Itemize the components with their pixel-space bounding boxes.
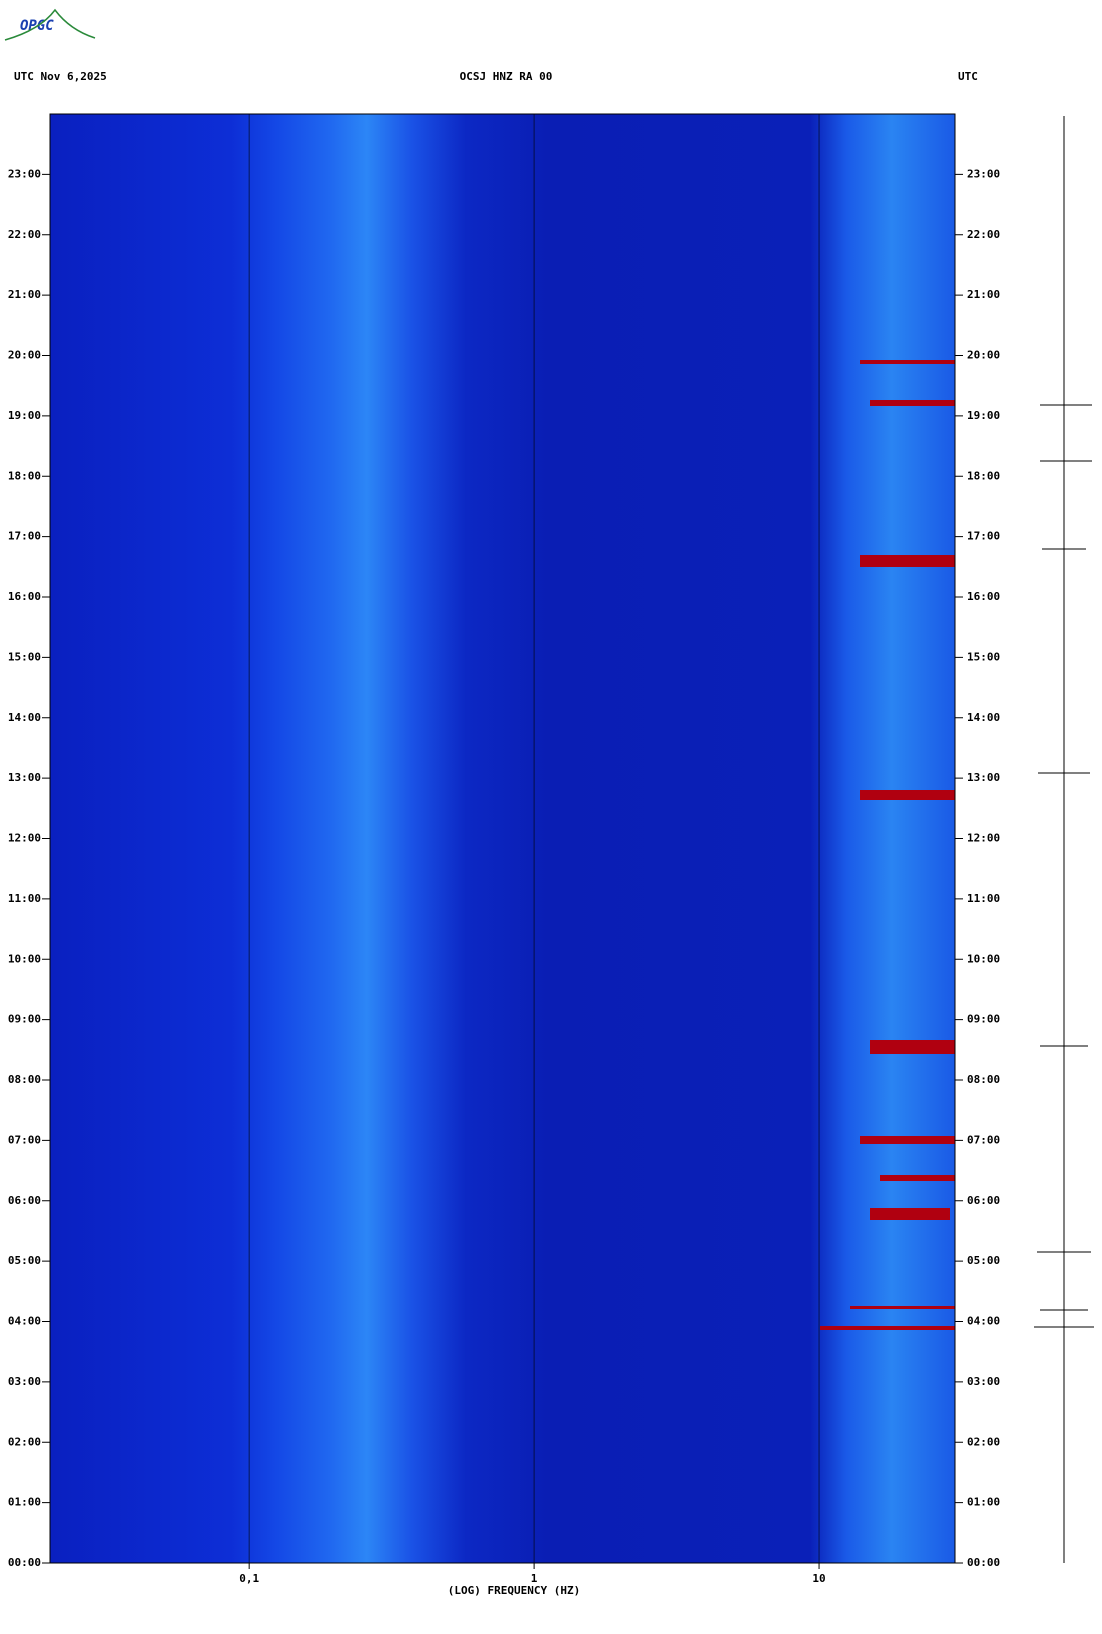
y-tick-label: 02:00 [8, 1435, 41, 1448]
y-tick-label: 11:00 [967, 892, 1000, 905]
y-tick-label: 01:00 [8, 1496, 41, 1509]
y-tick-label: 13:00 [967, 771, 1000, 784]
y-tick-label: 11:00 [8, 892, 41, 905]
streak [860, 360, 955, 364]
y-tick-label: 06:00 [8, 1194, 41, 1207]
y-tick-label: 18:00 [967, 469, 1000, 482]
y-tick-label: 00:00 [967, 1556, 1000, 1569]
y-tick-label: 07:00 [967, 1133, 1000, 1146]
y-tick-label: 20:00 [967, 349, 1000, 362]
left-header: UTC Nov 6,2025 [14, 70, 107, 83]
y-tick-label: 15:00 [8, 650, 41, 663]
y-tick-label: 10:00 [8, 952, 41, 965]
y-tick-label: 14:00 [967, 711, 1000, 724]
right-header: UTC [958, 70, 978, 83]
y-tick-label: 00:00 [8, 1556, 41, 1569]
y-tick-label: 01:00 [967, 1496, 1000, 1509]
y-tick-label: 17:00 [8, 530, 41, 543]
x-tick-label: 0,1 [239, 1572, 259, 1585]
streak [860, 1136, 955, 1144]
y-tick-label: 22:00 [967, 228, 1000, 241]
x-tick-label: 1 [531, 1572, 538, 1585]
y-tick-label: 19:00 [8, 409, 41, 422]
y-tick-label: 07:00 [8, 1133, 41, 1146]
seismogram [1034, 116, 1094, 1563]
y-tick-label: 04:00 [967, 1315, 1000, 1328]
streak [860, 555, 955, 567]
y-tick-label: 03:00 [967, 1375, 1000, 1388]
streak [870, 400, 955, 406]
y-tick-label: 08:00 [967, 1073, 1000, 1086]
y-tick-label: 23:00 [8, 167, 41, 180]
y-tick-label: 22:00 [8, 228, 41, 241]
streak [880, 1175, 955, 1181]
y-tick-label: 05:00 [8, 1254, 41, 1267]
y-tick-label: 13:00 [8, 771, 41, 784]
streak [870, 1208, 950, 1220]
spectrogram [50, 114, 955, 1563]
y-tick-label: 20:00 [8, 349, 41, 362]
y-tick-label: 12:00 [8, 832, 41, 845]
y-tick-label: 06:00 [967, 1194, 1000, 1207]
x-axis-label: (LOG) FREQUENCY (HZ) [448, 1584, 580, 1597]
y-tick-label: 18:00 [8, 469, 41, 482]
event-streaks [820, 360, 955, 1330]
y-tick-label: 10:00 [967, 952, 1000, 965]
y-tick-label: 04:00 [8, 1315, 41, 1328]
y-tick-label: 17:00 [967, 530, 1000, 543]
y-tick-label: 16:00 [8, 590, 41, 603]
streak [860, 790, 955, 800]
y-tick-label: 23:00 [967, 167, 1000, 180]
y-tick-label: 21:00 [967, 288, 1000, 301]
logo-swoosh [4, 8, 96, 41]
y-tick-label: 15:00 [967, 650, 1000, 663]
y-tick-label: 19:00 [967, 409, 1000, 422]
x-tick-label: 10 [812, 1572, 825, 1585]
y-tick-label: 08:00 [8, 1073, 41, 1086]
y-tick-label: 09:00 [967, 1013, 1000, 1026]
y-tick-label: 12:00 [967, 832, 1000, 845]
streak [870, 1040, 955, 1054]
y-tick-label: 14:00 [8, 711, 41, 724]
streak [820, 1326, 955, 1330]
y-tick-label: 21:00 [8, 288, 41, 301]
y-tick-label: 02:00 [967, 1435, 1000, 1448]
y-tick-label: 09:00 [8, 1013, 41, 1026]
streak [850, 1306, 955, 1309]
chart-title: OCSJ HNZ RA 00 [460, 70, 553, 83]
y-tick-label: 05:00 [967, 1254, 1000, 1267]
plot-frame [49, 113, 956, 1564]
y-tick-label: 03:00 [8, 1375, 41, 1388]
y-tick-label: 16:00 [967, 590, 1000, 603]
